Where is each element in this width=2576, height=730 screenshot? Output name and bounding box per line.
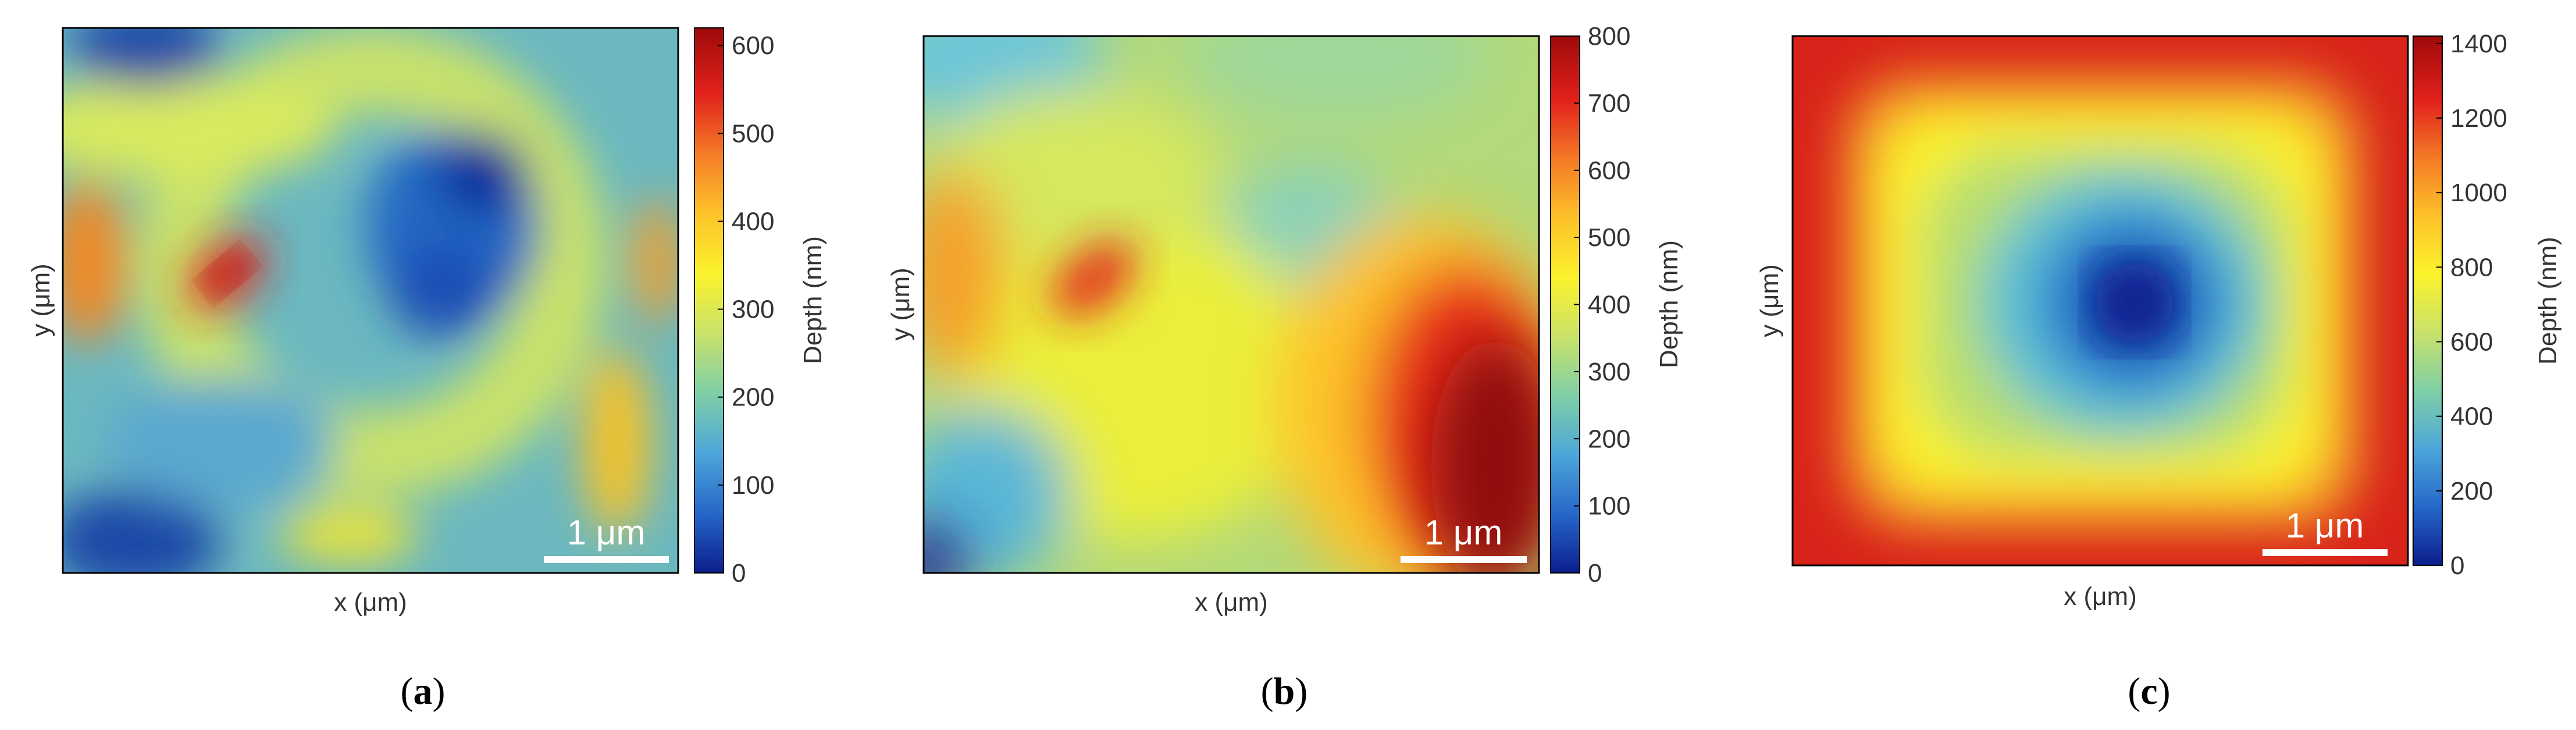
colorbar-tick-label-b-2: 200 (1588, 425, 1630, 453)
colorbar-label-b: Depth (nm) (1655, 240, 1683, 368)
panel-b: 1 μm x (μm) y (μm) 0 100 200 300 400 500 600 70… (886, 22, 1683, 713)
colorbar-tick-label-a-5: 500 (732, 119, 774, 148)
colorbar-tick-label-c-5: 1000 (2450, 179, 2507, 207)
colorbar-tick-label-c-0: 0 (2450, 551, 2464, 580)
colorbar-tick-label-b-7: 700 (1588, 89, 1630, 117)
colorbar-ticks-a: 0 100 200 300 400 500 600 (718, 31, 774, 587)
colorbar-tick-label-b-4: 400 (1588, 291, 1630, 319)
colorbar-tick-label-a-3: 300 (732, 295, 774, 324)
colorbar-tick-label-a-6: 600 (732, 31, 774, 60)
colorbar-tick-label-c-7: 1400 (2450, 30, 2507, 58)
plot-frame-a (62, 27, 679, 574)
colorbar-tick-label-c-2: 400 (2450, 403, 2493, 431)
plot-frame-b (922, 35, 1540, 574)
colorbar-tick-label-b-6: 600 (1588, 156, 1630, 185)
colorbar-tick-label-b-1: 100 (1588, 492, 1630, 521)
colorbar-c (2413, 35, 2443, 566)
colorbar-tick-label-a-4: 400 (732, 207, 774, 236)
colorbar-tick-label-c-3: 600 (2450, 327, 2493, 356)
colorbar-tick-label-b-0: 0 (1588, 559, 1602, 587)
heatmap-a (63, 28, 678, 573)
heatmap-b (924, 36, 1539, 573)
colorbar-label-c: Depth (nm) (2534, 237, 2562, 365)
ylabel-c: y (μm) (1755, 264, 1784, 337)
colorbar-tick-label-c-4: 800 (2450, 253, 2493, 282)
xlabel-b: x (μm) (1195, 588, 1268, 617)
heatmap-c (1793, 36, 2408, 565)
xlabel-a: x (μm) (334, 588, 407, 617)
colorbar-tick-label-c-6: 1200 (2450, 104, 2507, 133)
panel-letter-a: (a) (401, 670, 446, 713)
panel-a: 1 μm x (μm) y (μm) 0 100 200 300 400 500 600 D… (27, 27, 827, 713)
colorbar-label-a: Depth (nm) (799, 236, 827, 364)
ylabel-b: y (μm) (886, 268, 915, 341)
colorbar-tick-label-a-1: 100 (732, 471, 774, 500)
scalebar-label-b: 1 μm (1424, 513, 1503, 552)
panel-letter-c: (c) (2128, 670, 2170, 713)
colorbar-tick-label-a-0: 0 (732, 559, 746, 587)
ylabel-a: y (μm) (27, 263, 55, 337)
colorbar-tick-label-b-8: 800 (1588, 22, 1630, 51)
plot-frame-c (1791, 35, 2409, 567)
colorbar-tick-label-b-3: 300 (1588, 358, 1630, 386)
colorbar-tick-label-b-5: 500 (1588, 223, 1630, 252)
colorbar-ticks-b: 0 100 200 300 400 500 600 700 800 (1574, 22, 1630, 587)
colorbar-ticks-c: 0 200 400 600 800 1000 1200 1400 (2436, 30, 2507, 580)
colorbar-tick-label-c-1: 200 (2450, 477, 2493, 505)
colorbar-tick-label-a-2: 200 (732, 383, 774, 412)
xlabel-c: x (μm) (2064, 582, 2137, 611)
scalebar-label-a: 1 μm (567, 513, 646, 552)
colorbar-a (694, 27, 724, 574)
scalebar-label-c: 1 μm (2286, 506, 2364, 545)
panel-c: 1 μm x (μm) y (μm) 0 200 400 600 800 1000 1200… (1755, 30, 2562, 713)
panel-letter-b: (b) (1261, 670, 1308, 713)
